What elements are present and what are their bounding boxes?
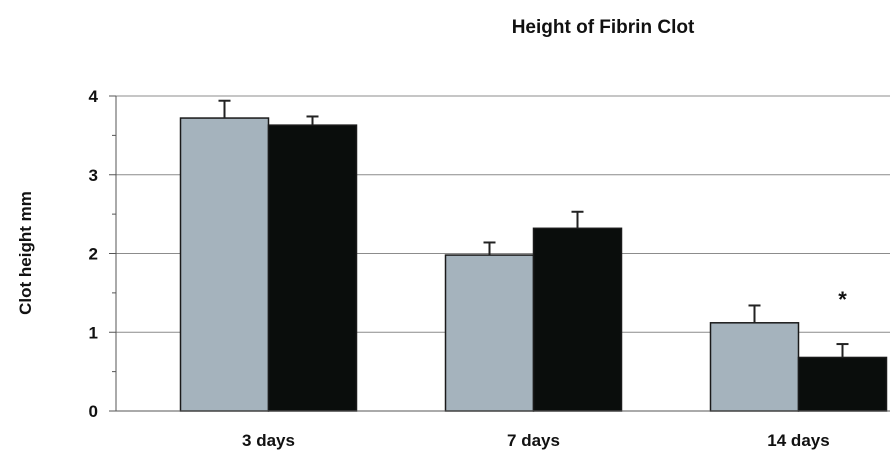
bar [179,117,270,412]
y-tick-label: 0 [89,402,98,421]
bar [797,356,888,412]
bars [179,99,888,412]
bar [532,227,623,412]
y-tick-label: 1 [89,323,98,342]
x-tick-label: 3 days [242,431,295,450]
y-tick-label: 3 [89,166,98,185]
x-tick-label: 14 days [767,431,829,450]
bar [709,322,800,412]
y-axis-label: Clot height mm [16,191,35,315]
tick-labels: 0 1 2 3 4 3 days 7 days 14 days * [89,87,848,450]
y-tick-label: 4 [89,87,99,106]
bar [267,124,358,412]
significance-marker: * [838,287,847,312]
x-tick-label: 7 days [507,431,560,450]
chart-title: Height of Fibrin Clot [512,17,695,38]
y-tick-label: 2 [89,245,98,264]
bar [444,254,535,412]
axes [109,95,890,412]
